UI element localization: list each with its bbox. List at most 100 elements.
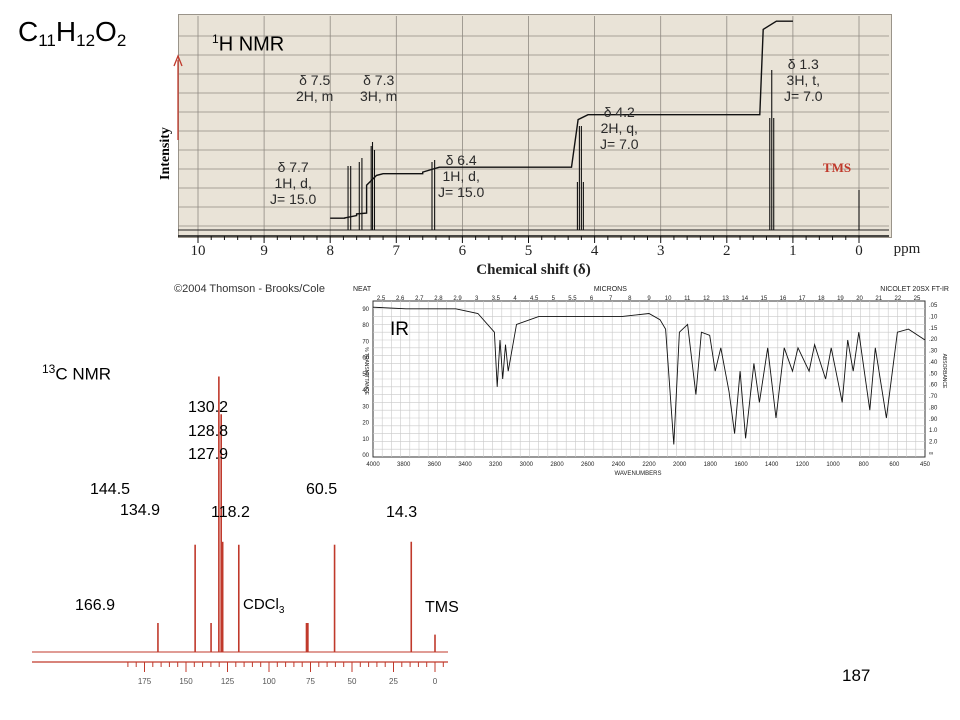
hnmr-annotation-4-2: δ 4.2 2H, q, J= 7.0: [600, 104, 639, 152]
ir-micron-tick: 2.9: [453, 296, 462, 302]
ir-label: IR: [390, 319, 409, 340]
annotation-line2: 1H, d,: [274, 175, 312, 191]
ir-micron-tick: 22: [895, 296, 902, 302]
ir-right-axis-label: ABSORBANCE: [941, 354, 947, 389]
ir-absorbance-tick: .30: [929, 349, 938, 355]
hnmr-tick-label: 6: [459, 243, 467, 259]
formula-c: C: [18, 16, 39, 47]
cnmr-peak-label-127-9: 127.9: [188, 446, 229, 463]
cnmr-tick-label: 50: [348, 677, 357, 686]
hnmr-tick-label: 10: [191, 243, 206, 259]
ir-wavenumber-tick: 600: [889, 462, 900, 468]
ir-wavenumber-tick: 2200: [642, 462, 656, 468]
ir-wavenumber-tick: 3800: [397, 462, 411, 468]
ir-micron-tick: 4: [513, 296, 517, 302]
cnmr-tick-label: 75: [306, 677, 315, 686]
ir-transmittance-tick: 60: [362, 356, 369, 362]
ir-micron-tick: 7: [609, 296, 613, 302]
ir-transmittance-tick: 00: [362, 453, 369, 459]
solvent-sub: 3: [278, 605, 285, 616]
cnmr-peak-label-14-3: 14.3: [386, 504, 418, 521]
ir-micron-tick: 25: [914, 296, 921, 302]
ir-micron-tick: 11: [684, 296, 691, 302]
formula-c-count: 11: [38, 31, 56, 50]
ir-micron-tick: 3.5: [492, 296, 501, 302]
hnmr-annotation-7-7: δ 7.7 1H, d, J= 15.0: [270, 159, 316, 207]
cnmr-tick-label: 175: [138, 677, 152, 686]
annotation-line3: J= 15.0: [438, 184, 485, 200]
ir-micron-tick: 14: [741, 296, 748, 302]
cnmr-title: 13C NMR: [42, 362, 111, 385]
cnmr-peak-label-60-5: 60.5: [306, 481, 338, 498]
ir-micron-tick: 19: [837, 296, 844, 302]
annotation-line1: δ 7.5: [299, 72, 331, 88]
hnmr-annotation-1-3: δ 1.3 3H, t, J= 7.0: [784, 56, 823, 104]
ir-transmittance-tick: 40: [362, 388, 369, 394]
cnmr-tick-label: 150: [179, 677, 193, 686]
ir-transmittance-tick: 70: [362, 339, 369, 345]
ir-transmittance-tick: 20: [362, 421, 369, 427]
ir-wavenumber-tick: 4000: [366, 462, 380, 468]
ir-wavenumber-tick: 800: [859, 462, 870, 468]
ir-wavenumber-tick: 3200: [489, 462, 503, 468]
cnmr-tick-label: 0: [433, 677, 438, 686]
ir-absorbance-tick: .90: [929, 417, 938, 423]
ir-xlabel: WAVENUMBERS: [614, 471, 661, 477]
ir-absorbance-tick: ∞: [929, 451, 933, 457]
cnmr-peak-label-128-8: 128.8: [188, 423, 229, 440]
ir-micron-tick: 12: [703, 296, 710, 302]
ir-absorbance-tick: 1.0: [929, 428, 938, 434]
annotation-line3: J= 7.0: [600, 136, 639, 152]
cnmr-peak-label-118-2: 118.2: [211, 504, 250, 521]
ir-micron-tick: 3: [475, 296, 479, 302]
ir-micron-tick: 2.8: [434, 296, 443, 302]
formula-o-count: 2: [116, 31, 127, 50]
ir-chart: NEAT MICRONS NICOLET 20SX FT-IR 2.5 2.6 2.7 2.…: [353, 286, 949, 477]
ir-micron-tick: 18: [818, 296, 825, 302]
ir-wavenumber-tick: 1800: [704, 462, 718, 468]
ir-transmittance-tick: 10: [362, 437, 369, 443]
cnmr-peak-label-134-9: 134.9: [120, 502, 161, 519]
ir-micron-tick: 2.7: [415, 296, 424, 302]
hnmr-annotation-7-3: δ 7.3 3H, m: [360, 72, 397, 104]
hnmr-tick-label: 2: [723, 243, 731, 259]
copyright-notice: ©2004 Thomson - Brooks/Cole: [174, 283, 325, 295]
ir-micron-tick: 10: [665, 296, 672, 302]
cnmr-peak-label-130-2: 130.2: [188, 399, 229, 416]
annotation-line1: δ 7.7: [277, 159, 309, 175]
cnmr-title-sup: 13: [42, 362, 56, 376]
hnmr-plot-background: [178, 14, 892, 238]
hnmr-title: 1H NMR: [212, 32, 284, 57]
ir-wavenumber-tick: 2400: [612, 462, 626, 468]
ir-micron-tick: 15: [761, 296, 768, 302]
ir-wavenumber-tick: 1400: [765, 462, 779, 468]
ir-header-center: MICRONS: [594, 286, 627, 293]
ir-header-right: NICOLET 20SX FT-IR: [880, 286, 949, 293]
formula-h: H: [55, 16, 77, 47]
hnmr-title-text: H NMR: [218, 33, 285, 56]
cnmr-tick-label: 100: [262, 677, 276, 686]
intensity-arrow-head: [173, 54, 183, 67]
ir-absorbance-tick: .60: [929, 383, 938, 389]
ir-absorbance-tick: .50: [929, 371, 938, 377]
annotation-line2: 3H, t,: [786, 72, 820, 88]
ir-spectrum-trace: [372, 306, 926, 445]
hnmr-tick-label: 9: [260, 243, 268, 259]
ir-micron-tick: 2.6: [396, 296, 405, 302]
ir-absorbance-tick: .80: [929, 405, 938, 411]
hnmr-tick-label: 8: [326, 243, 334, 259]
hnmr-tick-label: 5: [525, 243, 533, 259]
ir-absorbance-tick: .05: [929, 303, 938, 309]
cnmr-chart: 175 150 125 100 75 50 25 0: [32, 376, 448, 686]
ir-transmittance-tick: 80: [362, 323, 369, 329]
ir-micron-tick: 6: [590, 296, 594, 302]
annotation-line2: 1H, d,: [442, 168, 480, 184]
hnmr-tick-label: 0: [855, 243, 863, 259]
ir-wavenumber-tick: 3600: [428, 462, 442, 468]
molecular-formula: C11H12O2: [18, 16, 127, 50]
annotation-line3: J= 15.0: [270, 191, 317, 207]
ir-micron-tick: 17: [799, 296, 806, 302]
ir-micron-tick: 5: [552, 296, 556, 302]
ir-micron-tick: 5.5: [568, 296, 577, 302]
